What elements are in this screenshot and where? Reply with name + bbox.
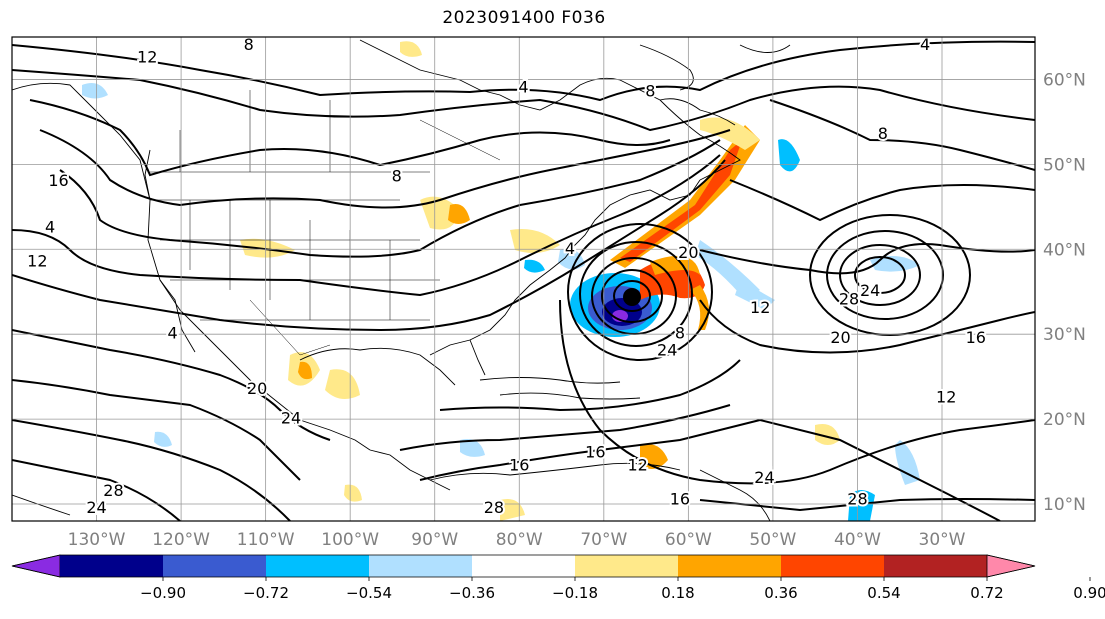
colorbar-tick-label: 0.36 <box>764 584 797 602</box>
latitude-tick-label: 40°N <box>1043 240 1086 260</box>
plot-title: 2023091400 F036 <box>442 8 606 28</box>
colorbar-tick-label: 0.18 <box>661 584 694 602</box>
longitude-tick-label: 100°W <box>321 530 379 550</box>
longitude-tick-label: 70°W <box>580 530 627 550</box>
contour-value-label: 4 <box>518 77 528 96</box>
longitude-tick-label: 120°W <box>152 530 210 550</box>
colorbar-tick-label: −0.36 <box>449 584 495 602</box>
contour-value-label: 16 <box>670 489 690 508</box>
colorbar-segment <box>575 555 679 577</box>
contour-value-label: 4 <box>920 35 930 54</box>
colorbar-segment <box>163 555 267 577</box>
colorbar-tick-label: 0.90 <box>1073 584 1105 602</box>
colorbar-segment <box>369 555 473 577</box>
longitude-tick-label: 50°W <box>749 530 796 550</box>
contour-value-label: 4 <box>168 324 178 343</box>
contour-value-label: 24 <box>860 281 880 300</box>
contour-value-label: 16 <box>509 455 529 474</box>
colorbar-tick-label: −0.54 <box>346 584 392 602</box>
colorbar-segment <box>884 555 988 577</box>
contour-value-label: 24 <box>754 468 774 487</box>
map-background <box>12 37 1035 521</box>
contour-value-label: 24 <box>86 498 106 517</box>
colorbar-tick-label: 0.54 <box>867 584 900 602</box>
contour-value-label: 28 <box>839 290 859 309</box>
contour-value-label: 28 <box>103 481 123 500</box>
colorbar-tick-label: −0.18 <box>552 584 598 602</box>
coastline-layer <box>12 39 791 521</box>
contour-value-label: 4 <box>45 218 55 237</box>
latitude-tick-label: 20°N <box>1043 410 1086 430</box>
contour-value-label: 8 <box>392 167 402 186</box>
map-frame <box>11 36 1036 522</box>
contour-value-label: 12 <box>137 48 157 67</box>
contour-value-label: 24 <box>657 341 677 360</box>
contour-value-label: 16 <box>966 328 986 347</box>
latitude-tick-label: 60°N <box>1043 70 1086 90</box>
contour-value-label: 16 <box>48 171 68 190</box>
longitude-tick-label: 110°W <box>237 530 295 550</box>
contour-value-label: 8 <box>645 82 655 101</box>
longitude-tick-label: 80°W <box>496 530 543 550</box>
latitude-tick-label: 10°N <box>1043 495 1086 515</box>
contour-value-label: 20 <box>678 243 698 262</box>
contour-line-layer <box>12 40 1035 521</box>
contour-value-label: 28 <box>847 489 867 508</box>
colorbar-segment <box>781 555 885 577</box>
contour-value-label: 4 <box>565 239 575 258</box>
contour-value-label: 24 <box>281 409 301 428</box>
contour-value-label: 20 <box>830 328 850 347</box>
latitude-tick-label: 50°N <box>1043 155 1086 175</box>
latitude-axis-labels: 60°N 50°N 40°N 30°N 20°N 10°N <box>1043 70 1086 515</box>
contour-value-label: 12 <box>750 298 770 317</box>
contour-value-label: 12 <box>627 455 647 474</box>
contour-value-label: 20 <box>247 379 267 398</box>
longitude-tick-label: 130°W <box>68 530 126 550</box>
political-border-layer <box>150 90 501 356</box>
latitude-tick-label: 30°N <box>1043 325 1086 345</box>
longitude-tick-label: 30°W <box>919 530 966 550</box>
colorbar-tick-label: −0.90 <box>140 584 186 602</box>
colorbar-extend-max <box>986 554 1036 578</box>
colorbar-segment <box>60 555 164 577</box>
colorbar-segment <box>266 555 370 577</box>
colorbar-segment <box>472 555 576 577</box>
contour-value-label: 8 <box>675 324 685 343</box>
longitude-axis-labels: 130°W 120°W 110°W 100°W 90°W 80°W 70°W 60°W 50°W… <box>68 530 966 550</box>
colorbar-tick-label: 0.72 <box>970 584 1003 602</box>
colorbar-extend-min <box>11 554 61 578</box>
contour-value-label: 12 <box>27 252 47 271</box>
contour-value-label: 28 <box>484 498 504 517</box>
graticule-layer <box>12 37 1035 521</box>
longitude-tick-label: 90°W <box>411 530 458 550</box>
contour-value-label: 12 <box>936 387 956 406</box>
colorbar-segment <box>678 555 782 577</box>
longitude-tick-label: 60°W <box>665 530 712 550</box>
longitude-tick-label: 40°W <box>834 530 881 550</box>
contour-value-label: 16 <box>585 443 605 462</box>
colorbar-tick-label: −0.72 <box>243 584 289 602</box>
colorbar-outline <box>11 554 1036 578</box>
contour-value-label: 8 <box>878 124 888 143</box>
contour-value-label: 8 <box>244 35 254 54</box>
colorbar: −0.90 −0.72 −0.54 −0.36 −0.18 0.18 0.36 0.54 0.7… <box>11 554 1105 602</box>
storm-center-marker <box>623 288 641 306</box>
